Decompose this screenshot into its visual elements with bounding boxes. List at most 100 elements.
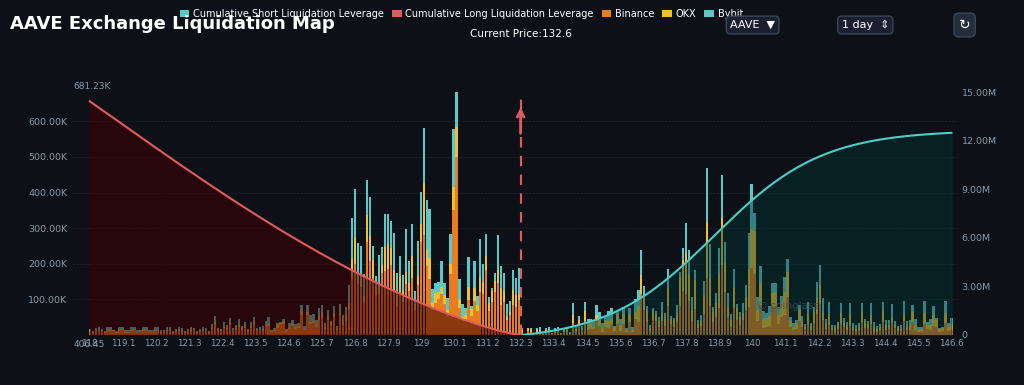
Bar	[670, 316, 673, 319]
Bar	[721, 218, 723, 265]
Bar	[662, 321, 664, 335]
Bar	[849, 326, 851, 335]
Bar	[649, 328, 651, 331]
Bar	[825, 323, 827, 329]
Bar	[626, 330, 628, 331]
Bar	[91, 331, 94, 332]
Bar	[205, 328, 207, 331]
Bar	[568, 333, 571, 334]
Bar	[783, 277, 785, 292]
Bar	[172, 331, 174, 332]
Bar	[139, 332, 141, 335]
Bar	[688, 301, 690, 335]
Bar	[103, 331, 105, 332]
Bar	[163, 331, 166, 335]
Bar	[357, 284, 359, 335]
Bar	[869, 303, 872, 315]
Bar	[801, 321, 804, 328]
Bar	[238, 325, 240, 328]
Bar	[342, 322, 344, 325]
Bar	[790, 327, 792, 335]
Bar	[113, 331, 115, 335]
Bar	[450, 264, 452, 274]
Bar	[565, 327, 568, 330]
Bar	[244, 326, 246, 328]
Bar	[387, 269, 389, 335]
Bar	[664, 326, 667, 335]
Bar	[899, 329, 902, 331]
Bar	[440, 261, 442, 287]
Bar	[849, 315, 851, 326]
Bar	[613, 327, 615, 331]
Bar	[930, 325, 932, 330]
Bar	[620, 325, 622, 331]
Bar	[518, 294, 520, 300]
Bar	[774, 306, 776, 335]
Bar	[843, 318, 845, 323]
Bar	[351, 218, 353, 259]
Bar	[649, 331, 651, 335]
Bar	[595, 305, 598, 315]
Bar	[214, 325, 216, 335]
Bar	[157, 331, 160, 335]
Bar	[362, 274, 366, 296]
Bar	[565, 330, 568, 332]
Bar	[476, 311, 478, 335]
Bar	[381, 247, 383, 265]
Bar	[431, 289, 434, 303]
Bar	[941, 331, 944, 335]
Bar	[199, 329, 202, 331]
Bar	[735, 308, 738, 320]
Bar	[411, 256, 413, 278]
Bar	[715, 303, 717, 316]
Bar	[568, 332, 571, 333]
Bar	[515, 278, 517, 295]
Bar	[938, 328, 941, 329]
Bar	[372, 260, 374, 278]
Bar	[864, 328, 866, 335]
Bar	[178, 327, 180, 330]
Bar	[751, 268, 753, 335]
Bar	[223, 328, 225, 335]
Bar	[443, 283, 445, 295]
Bar	[646, 306, 648, 310]
Bar	[459, 300, 461, 308]
Bar	[345, 307, 347, 315]
Bar	[119, 331, 121, 335]
Bar	[393, 270, 395, 290]
Bar	[536, 328, 539, 329]
Bar	[699, 315, 702, 321]
Bar	[116, 331, 118, 332]
Bar	[715, 293, 717, 303]
Bar	[670, 325, 673, 335]
Bar	[709, 244, 711, 278]
Bar	[408, 283, 410, 291]
Bar	[250, 322, 252, 326]
Bar	[241, 326, 243, 328]
Bar	[211, 329, 213, 335]
Bar	[667, 288, 670, 306]
Bar	[793, 326, 795, 330]
Bar	[247, 331, 249, 332]
Bar	[527, 331, 529, 335]
Bar	[423, 235, 425, 335]
Bar	[309, 321, 311, 324]
Bar	[446, 298, 449, 310]
Bar	[629, 308, 631, 314]
Bar	[286, 329, 288, 330]
Bar	[774, 292, 776, 306]
Bar	[801, 316, 804, 321]
Bar	[91, 333, 94, 335]
Bar	[843, 323, 845, 327]
Bar	[283, 324, 285, 335]
Bar	[849, 303, 851, 315]
Bar	[822, 320, 824, 335]
Bar	[897, 331, 899, 335]
Bar	[673, 320, 675, 326]
Bar	[136, 333, 138, 335]
Bar	[521, 333, 523, 335]
Bar	[366, 242, 369, 335]
Bar	[231, 328, 234, 331]
Bar	[142, 327, 144, 329]
Bar	[155, 330, 157, 331]
